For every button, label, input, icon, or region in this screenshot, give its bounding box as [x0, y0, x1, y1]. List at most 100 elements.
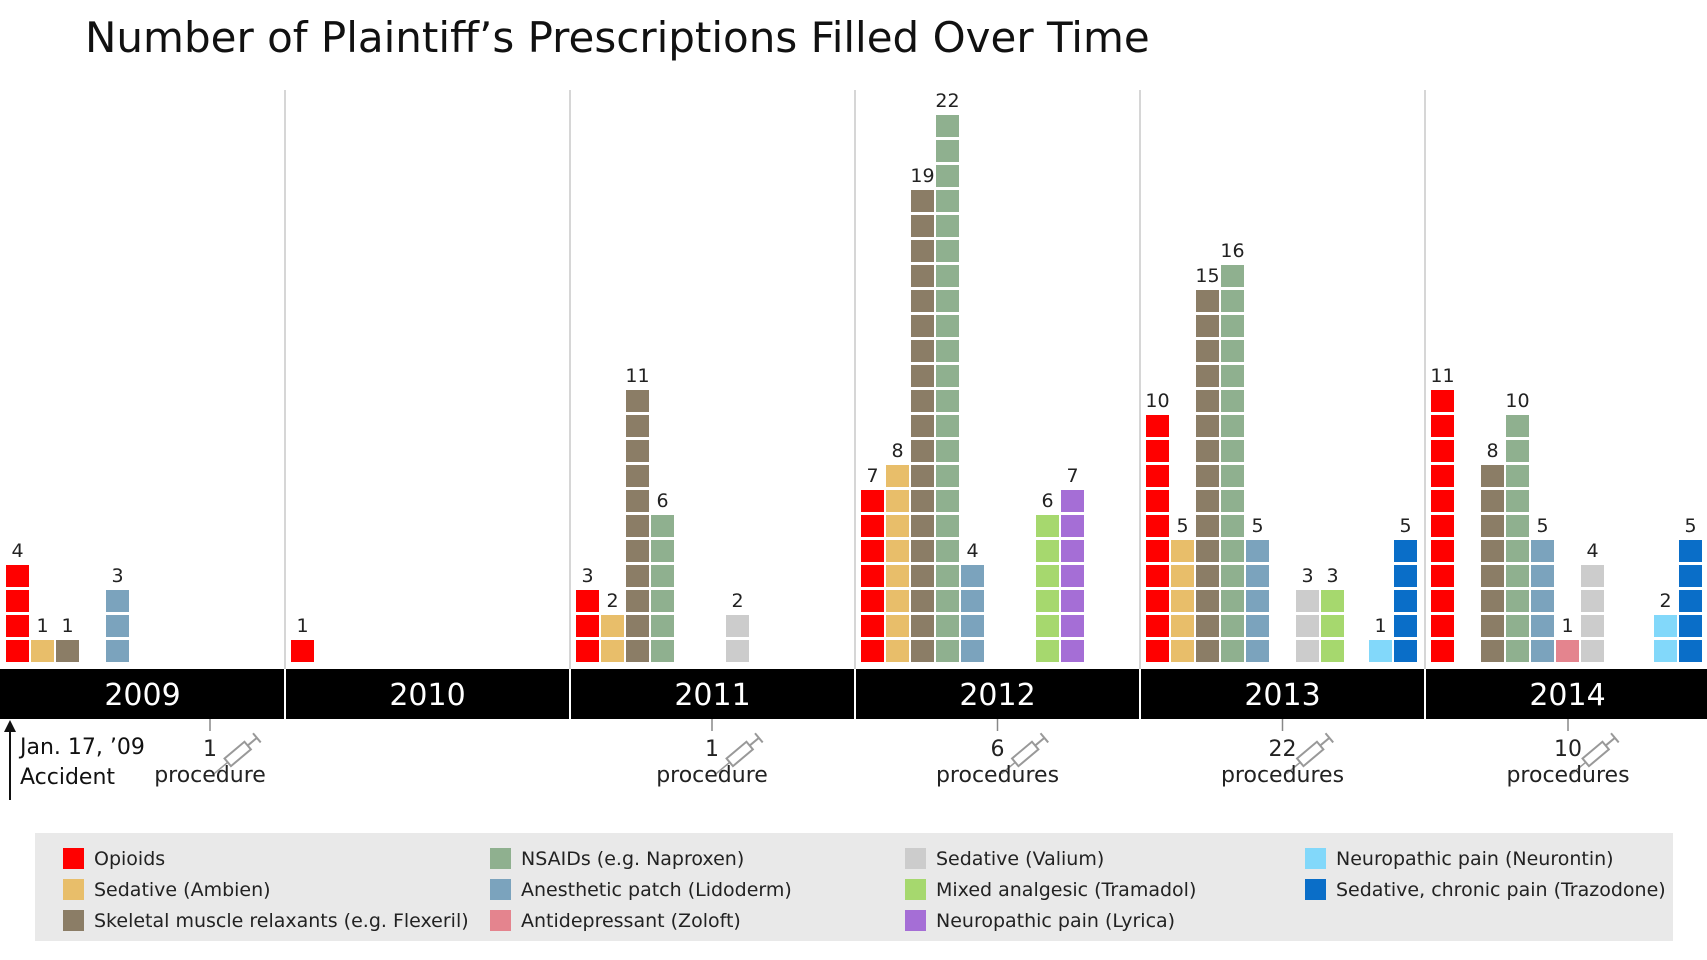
bar-sedative-chronic-pain-trazodone-2014: 5 [1679, 515, 1702, 662]
legend-swatch [490, 879, 511, 900]
legend-item-mixed-analgesic-tramadol: Mixed analgesic (Tramadol) [905, 879, 1196, 901]
bar-unit [1061, 490, 1084, 512]
legend-swatch [905, 879, 926, 900]
legend-label: Opioids [94, 848, 165, 870]
bar-unit [936, 615, 959, 637]
bar-unit [936, 190, 959, 212]
bar-opioids-2012: 7 [861, 465, 884, 662]
bar-unit [576, 640, 599, 662]
bar-unit [1394, 540, 1417, 562]
bar-sedative-ambien-2011: 2 [601, 590, 624, 662]
data-label: 10 [1145, 390, 1169, 412]
year-group-2010: 1 [291, 615, 314, 662]
bar-unit [911, 290, 934, 312]
accident-label: Accident [20, 765, 115, 790]
bar-opioids-2009: 4 [6, 540, 29, 662]
bar-unit [1679, 540, 1702, 562]
bar-unit [1506, 415, 1529, 437]
bar-unit [1221, 390, 1244, 412]
bar-unit [56, 640, 79, 662]
bar-unit [1394, 590, 1417, 612]
bar-unit [886, 565, 909, 587]
bar-unit [1196, 490, 1219, 512]
bar-unit [1061, 565, 1084, 587]
bar-unit [936, 315, 959, 337]
bar-unit [936, 590, 959, 612]
bar-unit [1581, 640, 1604, 662]
bar-unit [1221, 290, 1244, 312]
bar-unit [626, 540, 649, 562]
data-label: 6 [1041, 490, 1053, 512]
bar-unit [6, 640, 29, 662]
data-label: 1 [61, 615, 73, 637]
bar-unit [1221, 615, 1244, 637]
bar-unit [1221, 590, 1244, 612]
procedure-count: 10 [1554, 737, 1582, 762]
bar-unit [726, 615, 749, 637]
data-label: 15 [1195, 265, 1219, 287]
bar-unit [1171, 565, 1194, 587]
bar-opioids-2010: 1 [291, 615, 314, 662]
bar-unit [1654, 615, 1677, 637]
bar-skeletal-muscle-relaxants-e-g-flexeril-2012: 19 [910, 165, 935, 662]
legend-label: NSAIDs (e.g. Naproxen) [521, 848, 744, 870]
bar-sedative-ambien-2013: 5 [1171, 515, 1194, 662]
data-label: 16 [1220, 240, 1244, 262]
syringe-icon [1285, 732, 1334, 775]
bar-unit [936, 115, 959, 137]
bar-unit [961, 615, 984, 637]
timeline-bar [0, 669, 1707, 719]
data-label: 1 [36, 615, 48, 637]
bar-unit [291, 640, 314, 662]
bar-unit [1146, 465, 1169, 487]
bar-mixed-analgesic-tramadol-2012: 6 [1036, 490, 1059, 662]
legend-swatch [63, 879, 84, 900]
legend-swatch [905, 910, 926, 931]
bar-unit [886, 590, 909, 612]
bar-unit [1036, 515, 1059, 537]
bar-unit [1321, 615, 1344, 637]
bar-unit [626, 515, 649, 537]
bar-unit [886, 490, 909, 512]
bar-unit [1531, 640, 1554, 662]
bar-mixed-analgesic-tramadol-2013: 3 [1321, 565, 1344, 662]
bar-unit [936, 390, 959, 412]
bar-nsaids-e-g-naproxen-2014: 10 [1505, 390, 1530, 662]
year-group-2009: 4 1 1 3 [6, 540, 129, 662]
legend-label: Neuropathic pain (Lyrica) [936, 910, 1175, 932]
bar-unit [1221, 640, 1244, 662]
bar-unit [1036, 565, 1059, 587]
bar-unit [651, 640, 674, 662]
data-label: 2 [1659, 590, 1671, 612]
bar-unit [936, 415, 959, 437]
bar-unit [1221, 365, 1244, 387]
bar-nsaids-e-g-naproxen-2013: 16 [1220, 240, 1245, 662]
year-group-2014: 11 8 10 5 1 4 2 5 [1430, 365, 1702, 662]
timeline-band: 2009 2010 2011 2012 2013 2014 [0, 669, 1707, 719]
bar-anesthetic-patch-lidoderm-2014: 5 [1531, 515, 1554, 662]
bar-skeletal-muscle-relaxants-e-g-flexeril-2009: 1 [56, 615, 79, 662]
bar-unit [626, 490, 649, 512]
bar-unit [1481, 515, 1504, 537]
bar-unit [911, 590, 934, 612]
bar-unit [911, 540, 934, 562]
legend-item-opioids: Opioids [63, 848, 165, 870]
bar-unit [886, 640, 909, 662]
bar-unit [1146, 640, 1169, 662]
bar-unit [1296, 590, 1319, 612]
bar-unit [1146, 565, 1169, 587]
data-label: 11 [625, 365, 649, 387]
bar-unit [886, 540, 909, 562]
bar-sedative-chronic-pain-trazodone-2013: 5 [1394, 515, 1417, 662]
bar-unit [886, 465, 909, 487]
bar-unit [1146, 515, 1169, 537]
syringe-icon [213, 732, 262, 775]
tick-label-2009: 2009 [104, 678, 180, 713]
bar-unit [1061, 515, 1084, 537]
bar-unit [1036, 615, 1059, 637]
bar-unit [1394, 565, 1417, 587]
bar-unit [936, 490, 959, 512]
bar-unit [1431, 565, 1454, 587]
